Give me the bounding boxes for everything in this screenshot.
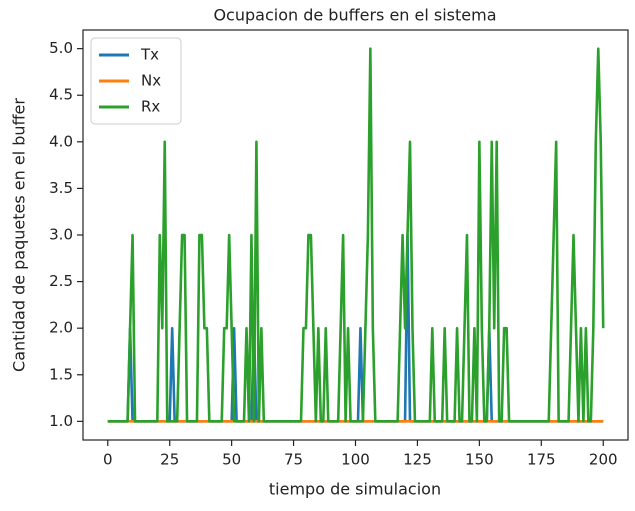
y-tick-label: 5.0 <box>49 39 73 57</box>
y-tick-label: 3.0 <box>49 226 73 244</box>
legend-label: Rx <box>141 98 160 116</box>
x-tick-label: 0 <box>103 451 113 469</box>
y-tick-label: 1.5 <box>49 365 73 383</box>
x-tick-label: 175 <box>527 451 556 469</box>
plot-frame <box>82 29 629 441</box>
x-tick-label: 200 <box>589 451 618 469</box>
y-axis-label: Cantidad de paquetes en el buffer <box>10 98 29 372</box>
x-tick-label: 150 <box>465 451 494 469</box>
y-tick-label: 3.5 <box>49 179 73 197</box>
chart-title: Ocupacion de buffers en el sistema <box>213 6 496 25</box>
y-tick-label: 1.0 <box>49 412 73 430</box>
legend-label: Nx <box>141 72 161 90</box>
x-tick-label: 25 <box>160 451 179 469</box>
x-axis-label: tiempo de simulacion <box>269 480 441 499</box>
legend-label: Tx <box>140 46 159 64</box>
series-line <box>107 47 605 423</box>
x-tick-label: 50 <box>222 451 241 469</box>
x-tick-label: 100 <box>341 451 370 469</box>
y-tick-label: 4.0 <box>49 132 73 150</box>
legend: Tx Nx Rx <box>90 37 182 125</box>
x-tick-label: 75 <box>284 451 303 469</box>
y-tick-label: 4.5 <box>49 86 73 104</box>
x-tick-label: 125 <box>403 451 432 469</box>
y-tick-label: 2.5 <box>49 272 73 290</box>
legend-box <box>90 37 182 125</box>
y-tick-label: 2.0 <box>49 319 73 337</box>
